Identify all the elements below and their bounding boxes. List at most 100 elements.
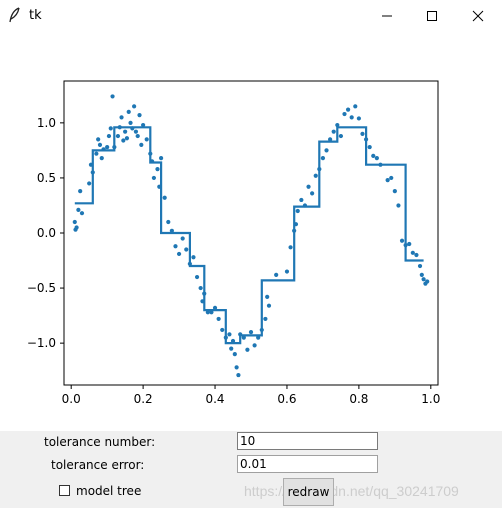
watermark-text: https://blog.csdn.net/qq_30241709 — [244, 483, 459, 499]
scatter-point — [99, 156, 104, 161]
scatter-point — [392, 189, 397, 194]
scatter-point — [419, 272, 424, 277]
close-icon — [472, 10, 484, 21]
scatter-point — [216, 316, 221, 322]
scatter-point — [407, 241, 412, 247]
feather-icon — [8, 7, 22, 23]
scatter-point — [158, 156, 164, 161]
minimize-icon — [382, 15, 392, 16]
scatter-point — [110, 94, 115, 99]
regression-step-line — [74, 126, 424, 345]
tolerance-number-label: tolerance number: — [44, 435, 156, 449]
scatter-point — [126, 109, 131, 114]
scatter-point — [155, 167, 160, 172]
scatter-point — [132, 104, 137, 109]
scatter-point — [169, 228, 174, 233]
scatter-point — [274, 272, 279, 277]
scatter-point — [173, 244, 178, 249]
axes-frame — [63, 80, 439, 386]
minimize-button[interactable] — [364, 0, 410, 31]
y-tick-label: −1.0 — [27, 336, 56, 350]
scatter-point — [399, 238, 405, 243]
redraw-button[interactable]: redraw — [283, 478, 334, 506]
scatter-point — [121, 138, 126, 143]
x-tick-label: 0.2 — [134, 392, 153, 406]
control-panel: tolerance number: tolerance error: model… — [0, 431, 502, 508]
scatter-point — [76, 207, 81, 212]
scatter-point — [96, 137, 101, 142]
scatter-point — [229, 346, 234, 351]
scatter-point — [133, 129, 139, 134]
window-title: tk — [29, 8, 42, 23]
scatter-point — [135, 133, 140, 139]
scatter-point — [151, 175, 157, 181]
scatter-point — [252, 343, 257, 348]
scatter-point — [265, 294, 270, 299]
scatter-point — [295, 208, 300, 214]
y-tick-label: 1.0 — [37, 116, 56, 130]
scatter-point — [227, 332, 232, 337]
scatter-point — [421, 277, 426, 282]
scatter-point — [198, 285, 203, 291]
scatter-point — [288, 245, 293, 250]
tolerance-number-input[interactable] — [237, 432, 378, 450]
scatter-point — [166, 219, 171, 225]
scatter-point — [191, 255, 196, 260]
model-tree-checkbox[interactable] — [59, 485, 70, 496]
maximize-icon — [427, 10, 437, 21]
scatter-point — [97, 142, 103, 147]
scatter-point — [248, 330, 254, 335]
scatter-point — [313, 173, 318, 178]
scatter-point — [256, 335, 261, 340]
scatter-point — [180, 236, 185, 241]
scatter-point — [115, 133, 121, 139]
scatter-point — [345, 107, 351, 112]
scatter-point — [414, 252, 419, 258]
scatter-point — [306, 184, 311, 189]
scatter-point — [371, 153, 376, 158]
y-tick-label: −0.5 — [27, 281, 56, 295]
scatter-point — [78, 189, 83, 194]
scatter-point — [299, 197, 304, 203]
close-button[interactable] — [455, 0, 501, 31]
scatter-point — [220, 327, 225, 333]
scatter-point — [353, 104, 358, 109]
scatter-point — [385, 178, 390, 183]
scatter-point — [144, 137, 149, 142]
y-tick-label: 0.0 — [37, 226, 56, 240]
scatter-point — [335, 122, 340, 128]
scatter-point — [108, 126, 113, 131]
scatter-point — [205, 310, 210, 315]
maximize-button[interactable] — [409, 0, 455, 31]
tolerance-error-label: tolerance error: — [51, 458, 145, 472]
scatter-point — [162, 195, 167, 200]
scatter-point — [374, 156, 379, 161]
scatter-point — [106, 133, 112, 139]
scatter-point — [139, 142, 144, 147]
x-tick-label: 1.0 — [421, 392, 440, 406]
scatter-point — [184, 247, 189, 252]
scatter-point — [396, 203, 401, 208]
scatter-point — [123, 129, 128, 134]
scatter-point — [194, 274, 200, 280]
scatter-point — [349, 115, 354, 120]
scatter-point — [105, 144, 110, 150]
scatter-point — [328, 137, 333, 142]
scatter-point — [310, 191, 315, 196]
scatter-point — [360, 131, 365, 136]
scatter-point — [338, 133, 344, 139]
y-tick-label: 0.5 — [37, 171, 56, 185]
scatter-point — [209, 310, 214, 315]
scatter-point — [236, 372, 241, 378]
scatter-point — [320, 156, 326, 161]
x-tick-label: 0.6 — [277, 392, 296, 406]
x-tick-label: 0.8 — [349, 392, 368, 406]
model-tree-label: model tree — [76, 484, 142, 498]
scatter-point — [137, 113, 142, 118]
scatter-point — [324, 148, 329, 153]
plot-canvas: 0.0 0.2 0.4 0.6 0.8 1.0 −1.0 −0.5 0.0 0.5 1.0 — [0, 31, 502, 431]
scatter-point — [230, 338, 236, 344]
scatter-point — [87, 181, 92, 186]
tolerance-error-input[interactable] — [237, 455, 378, 473]
chart: 0.0 0.2 0.4 0.6 0.8 1.0 −1.0 −0.5 0.0 0.5 1.0 — [27, 80, 440, 406]
